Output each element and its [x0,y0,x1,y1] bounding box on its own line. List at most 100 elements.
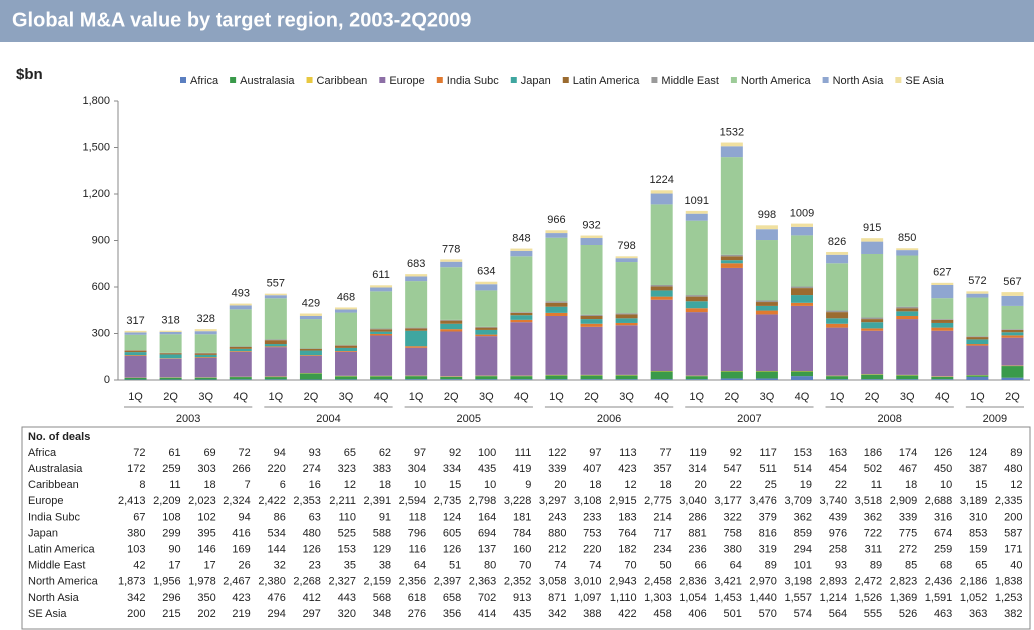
table-cell: 22 [835,479,847,491]
bar-segment [755,300,778,303]
table-cell: 363 [969,608,987,620]
total-label: 468 [337,291,355,303]
bar-segment [475,336,498,376]
legend-label: North Asia [833,75,885,87]
table-cell: 18 [203,479,215,491]
table-cell: 414 [478,608,496,620]
table-cell: 297 [303,608,321,620]
bar-segment [229,351,252,377]
bar-segment [720,267,743,372]
table-cell: 304 [408,463,426,475]
table-cell: 2,735 [434,495,462,507]
table-cell: 186 [864,447,882,459]
table-cell: 124 [443,511,461,523]
bar-segment [791,305,813,372]
table-cell: 16 [309,479,321,491]
bar-segment [650,284,673,287]
table-cell: 181 [513,511,531,523]
x-tick-label: 2Q [1005,391,1020,403]
table-cell: 454 [829,463,847,475]
bar-segment [264,340,287,345]
total-label: 798 [617,240,635,252]
table-cell: 3,177 [714,495,742,507]
bar-segment [124,352,147,356]
table-cell: 407 [583,463,601,475]
bar-segment [510,312,533,316]
table-cell: 66 [695,560,707,572]
table-cell: 871 [548,592,566,604]
bar-segment [615,314,638,319]
bar-segment [615,313,638,315]
bar-segment [791,286,813,289]
table-row-label: North Asia [28,592,80,604]
table-cell: 702 [478,592,496,604]
table-cell: 775 [899,527,917,539]
table-cell: 74 [589,560,601,572]
x-tick-label: 4Q [795,391,810,403]
x-tick-label: 2Q [163,391,178,403]
bar-segment [440,267,463,320]
table-cell: 102 [197,511,215,523]
table-cell: 118 [409,511,427,523]
bar-segment [755,225,778,230]
table-cell: 23 [309,560,321,572]
table-cell: 319 [759,544,777,556]
bar-segment [159,358,182,378]
table-cell: 70 [519,560,531,572]
table-cell: 67 [133,511,145,523]
table-cell: 764 [618,527,636,539]
table-cell: 2,458 [644,576,672,588]
bar-segment [510,315,533,320]
bar-segment [335,376,357,380]
table-cell: 2,594 [399,495,427,507]
bar-segment [1001,329,1024,330]
bar-segment [896,311,919,316]
table-cell: 89 [765,560,777,572]
table-cell: 2,352 [504,576,532,588]
bar-segment [931,319,954,323]
legend-swatch [895,77,902,83]
bar-segment [720,157,743,255]
group-label: 2007 [737,413,761,425]
bar-segment [229,303,252,306]
table-cell: 722 [864,527,882,539]
bar-segment [791,302,813,306]
bar-segment [370,333,393,336]
legend-swatch [230,77,237,83]
bar-segment [475,376,498,380]
table-cell: 212 [548,544,566,556]
bar-segment [299,349,322,351]
bar-segment [896,308,919,312]
bar-segment [685,301,708,309]
total-label: 429 [302,297,320,309]
bar-segment [861,330,884,375]
table-cell: 51 [449,560,461,572]
table-cell: 395 [197,527,215,539]
bar-segment [931,298,954,320]
group-label: 2003 [176,413,200,425]
table-cell: 694 [478,527,496,539]
table-cell: 913 [513,592,531,604]
table-cell: 259 [934,544,952,556]
table-cell: 605 [443,527,461,539]
table-cell: 435 [478,463,496,475]
bar-segment [931,284,954,299]
bar-segment [580,238,603,245]
bar-segment [1001,335,1024,338]
table-cell: 17 [203,560,215,572]
table-cell: 3,228 [504,495,532,507]
table-cell: 1,052 [960,592,988,604]
table-cell: 480 [303,527,321,539]
table-cell: 2,436 [925,576,953,588]
table-cell: 388 [583,608,601,620]
table-cell: 3,198 [784,576,812,588]
table-cell: 10 [940,479,952,491]
x-tick-label: 3Q [619,391,634,403]
table-cell: 564 [829,608,847,620]
table-cell: 316 [934,511,952,523]
bar-segment [124,377,147,380]
table-cell: 350 [197,592,215,604]
table-cell: 117 [759,447,777,459]
table-cell: 587 [1004,527,1022,539]
table-cell: 3,740 [820,495,848,507]
